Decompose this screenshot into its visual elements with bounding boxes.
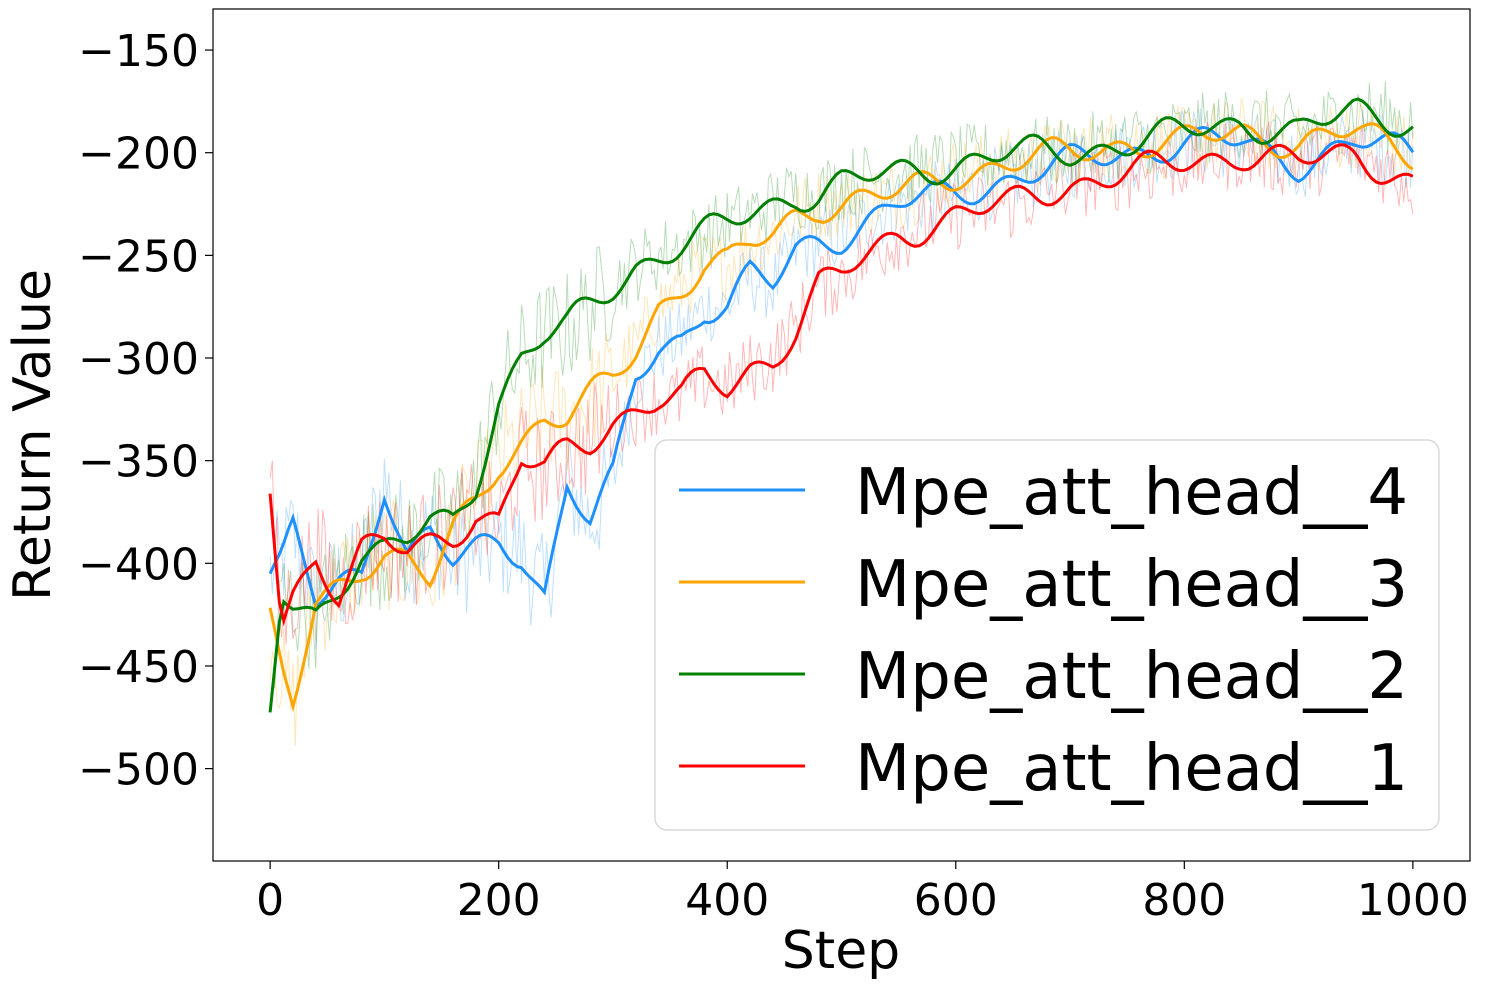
- x-tick-label: 400: [685, 875, 769, 926]
- y-axis-label: Return Value: [3, 269, 63, 601]
- y-tick-label: −200: [78, 129, 199, 180]
- legend: Mpe_att_head__4 Mpe_att_head__3 Mpe_att_he…: [654, 439, 1440, 831]
- y-tick-label: −250: [78, 231, 199, 282]
- y-axis: −150 −200 −250 −300 −350 −400 −450 −500: [78, 26, 213, 796]
- series-raw-3: [269, 121, 1414, 645]
- x-axis: 0 200 400 600 800 1000: [256, 861, 1469, 926]
- x-tick-label: 200: [457, 875, 541, 926]
- series-line-3: [268, 143, 1414, 627]
- y-tick-label: −450: [78, 642, 199, 693]
- legend-label: Mpe_att_head__4: [855, 456, 1408, 530]
- x-axis-label: Step: [782, 921, 900, 981]
- x-tick-label: 1000: [1357, 875, 1469, 926]
- legend-label: Mpe_att_head__3: [855, 548, 1408, 622]
- y-tick-label: −150: [78, 26, 199, 77]
- x-tick-label: 600: [914, 875, 998, 926]
- x-tick-label: 800: [1142, 875, 1226, 926]
- legend-box: [654, 439, 1440, 831]
- legend-label: Mpe_att_head__1: [855, 732, 1408, 806]
- series-layer: [268, 81, 1415, 746]
- y-tick-label: −500: [78, 745, 199, 796]
- series-line-2: [268, 97, 1414, 713]
- y-tick-label: −350: [78, 437, 199, 488]
- series-raw-2: [269, 81, 1414, 711]
- x-tick-label: 0: [256, 875, 284, 926]
- legend-label: Mpe_att_head__2: [855, 640, 1408, 714]
- plot-frame: [212, 8, 1471, 862]
- y-tick-label: −400: [78, 539, 199, 590]
- y-tick-label: −300: [78, 334, 199, 385]
